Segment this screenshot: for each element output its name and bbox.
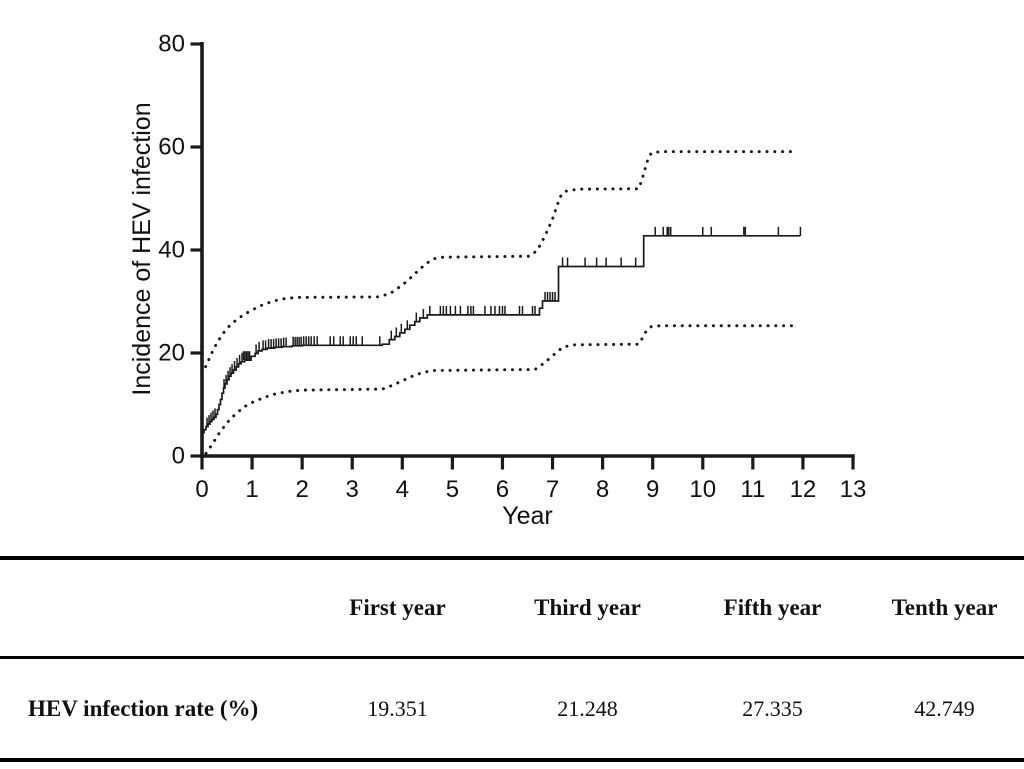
table-header-divider xyxy=(0,656,1024,659)
column-header-first-year: First year xyxy=(349,595,446,620)
x-tick-label: 13 xyxy=(840,476,867,503)
y-tick-label: 60 xyxy=(158,134,185,161)
x-tick-label: 6 xyxy=(496,476,509,503)
infection-rate-table: First year Third year Fifth year Tenth y… xyxy=(0,556,1024,762)
value-first-year: 19.351 xyxy=(367,695,428,721)
x-tick-label: 3 xyxy=(346,476,359,503)
x-tick-label: 0 xyxy=(195,476,208,503)
censor-marks xyxy=(206,226,802,427)
y-tick-label: 0 xyxy=(172,443,185,470)
table-data-row: HEV infection rate (%) 19.351 21.248 27.… xyxy=(0,659,1024,758)
x-tick-label: 2 xyxy=(295,476,308,503)
x-tick-label: 1 xyxy=(245,476,258,503)
row-label-hev-infection-rate: HEV infection rate (%) xyxy=(28,695,259,721)
km-curve xyxy=(202,234,801,434)
y-axis-title: Incidence of HEV infection xyxy=(128,102,156,395)
column-header-fifth-year: Fifth year xyxy=(723,595,822,620)
x-tick-label: 4 xyxy=(396,476,409,503)
value-tenth-year: 42.749 xyxy=(914,695,975,721)
x-tick-label: 8 xyxy=(596,476,609,503)
ci-lower-curve xyxy=(204,324,796,455)
column-header-third-year: Third year xyxy=(534,595,641,620)
ci-upper-curve xyxy=(200,150,796,376)
x-tick-label: 11 xyxy=(740,476,765,503)
y-tick-label: 80 xyxy=(158,31,185,58)
x-axis-title: Year xyxy=(502,502,553,530)
x-tick-label: 7 xyxy=(546,476,559,503)
x-tick-label: 9 xyxy=(646,476,659,503)
value-third-year: 21.248 xyxy=(557,695,618,721)
x-tick-label: 10 xyxy=(689,476,716,503)
x-tick-label: 5 xyxy=(446,476,459,503)
value-fifth-year: 27.335 xyxy=(742,695,803,721)
y-tick-label: 20 xyxy=(158,340,185,367)
column-header-tenth-year: Tenth year xyxy=(891,595,998,620)
table-header-row: First year Third year Fifth year Tenth y… xyxy=(0,560,1024,656)
table-top-border xyxy=(0,556,1024,560)
x-tick-label: 12 xyxy=(790,476,817,503)
y-tick-label: 40 xyxy=(158,237,185,264)
table-bottom-border xyxy=(0,758,1024,762)
